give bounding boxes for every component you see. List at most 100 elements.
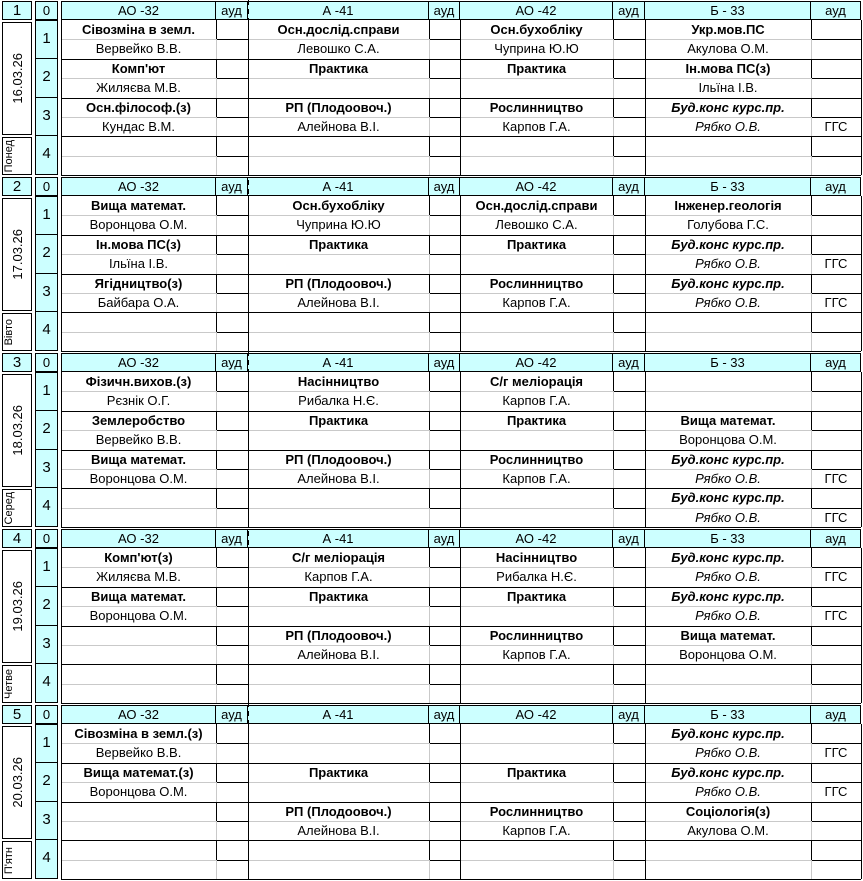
aud-cell[interactable] [430,469,459,488]
subject-cell[interactable]: Практика [506,764,567,780]
aud-header-cell[interactable]: ауд [216,705,248,724]
teacher-cell[interactable]: Рибалка Н.Є. [298,393,379,409]
group-header-cell[interactable]: А -41 [248,353,429,372]
group-header-cell[interactable]: А -41 [248,177,429,196]
teacher-cell[interactable]: Вервейко В.В. [95,432,182,448]
subject-cell[interactable]: РП (Плодоовоч.) [285,627,392,643]
teacher-cell[interactable] [250,606,427,625]
teacher-cell[interactable]: Карпов Г.А. [502,647,571,662]
subject-cell[interactable] [462,724,611,743]
teacher-cell[interactable]: Воронцова О.М. [679,432,777,448]
aud-cell[interactable] [217,430,247,449]
subject-cell[interactable]: Сівозміна в земл.(з) [74,726,203,741]
aud-header-cell[interactable]: ауд [811,529,861,548]
teacher-cell[interactable] [63,684,214,703]
teacher-cell[interactable] [462,332,611,351]
subject-cell[interactable]: Ягідництво(з) [94,275,183,291]
subject-cell[interactable] [250,136,427,155]
group-header-cell[interactable]: Б - 33 [645,529,811,548]
teacher-cell[interactable]: Рєзнік О.Г. [106,393,171,409]
teacher-cell[interactable]: Карпов Г.А. [502,295,571,310]
lesson-number-cell[interactable]: 4 [35,136,58,176]
teacher-cell[interactable]: Воронцова О.М. [89,784,188,800]
subject-cell[interactable]: Практика [308,236,369,252]
subject-cell[interactable]: Рослинництво [489,627,584,643]
subject-cell[interactable]: Осн.бухобліку [292,198,385,213]
corner-zero-cell[interactable]: 0 [35,529,58,548]
aud-cell[interactable] [614,645,644,664]
subject-cell[interactable]: Вища математ. [91,198,186,213]
aud-cell[interactable] [614,508,644,527]
teacher-cell[interactable]: Рябко О.В. [695,295,761,310]
lesson-number-cell[interactable]: 3 [35,801,58,841]
teacher-cell[interactable] [462,78,611,97]
weekday-cell[interactable]: Четве [2,665,32,704]
date-cell[interactable]: 19.03.26 [2,550,32,664]
teacher-cell[interactable]: Карпов Г.А. [502,823,571,838]
aud-cell[interactable] [217,645,247,664]
subject-cell[interactable]: Вища математ. [91,588,186,604]
subject-cell[interactable]: Буд.конс курс.пр. [671,550,785,565]
aud-cell[interactable] [217,782,247,801]
teacher-cell[interactable] [63,332,214,351]
subject-cell[interactable] [63,664,214,683]
subject-cell[interactable]: Буд.конс курс.пр. [671,275,785,291]
teacher-cell[interactable]: Алейнова В.І. [297,471,380,486]
aud-cell[interactable] [217,469,247,488]
aud-cell[interactable] [614,156,644,175]
teacher-cell[interactable] [462,156,611,175]
aud-cell[interactable] [217,293,247,312]
teacher-cell[interactable] [250,254,427,273]
subject-cell[interactable] [63,488,214,507]
lesson-number-cell[interactable]: 1 [35,196,58,235]
aud-cell[interactable]: ГГС [824,471,848,486]
teacher-cell[interactable] [63,508,214,527]
aud-cell[interactable] [614,215,644,234]
lesson-number-cell[interactable]: 3 [35,625,58,665]
subject-cell[interactable]: Практика [308,588,369,604]
teacher-cell[interactable]: Рябко О.В. [695,569,761,585]
teacher-cell[interactable] [647,332,809,351]
aud-header-cell[interactable]: ауд [613,529,645,548]
day-number-cell[interactable]: 4 [2,529,32,548]
aud-header-cell[interactable]: ауд [613,1,645,20]
aud-cell[interactable] [812,860,860,879]
aud-cell[interactable] [614,78,644,97]
aud-cell[interactable] [217,78,247,97]
subject-cell[interactable]: Рослинництво [489,99,584,115]
aud-cell[interactable] [430,391,459,410]
subject-cell[interactable]: Буд.конс курс.пр. [671,764,785,780]
subject-cell[interactable]: С/г меліорація [291,550,386,565]
aud-cell[interactable]: ГГС [824,745,848,761]
group-header-cell[interactable]: Б - 33 [645,1,811,20]
teacher-cell[interactable]: Жиляєва М.В. [96,80,181,96]
aud-cell[interactable] [217,39,247,58]
teacher-cell[interactable] [462,606,611,625]
aud-cell[interactable] [812,215,860,234]
teacher-cell[interactable] [250,684,427,703]
aud-cell[interactable] [614,430,644,449]
aud-cell[interactable] [614,567,644,586]
group-header-cell[interactable]: АО -42 [460,705,613,724]
aud-cell[interactable] [614,254,644,273]
aud-cell[interactable] [614,743,644,762]
aud-cell[interactable] [217,606,247,625]
aud-header-cell[interactable]: ауд [613,353,645,372]
teacher-cell[interactable] [63,860,214,879]
aud-cell[interactable] [812,391,860,410]
subject-cell[interactable]: Буд.конс курс.пр. [671,451,785,467]
aud-cell[interactable] [430,645,459,664]
weekday-cell[interactable]: Серед [2,489,32,528]
teacher-cell[interactable]: Воронцова О.М. [679,647,777,662]
group-header-cell[interactable]: АО -42 [460,529,613,548]
subject-cell[interactable]: Практика [506,60,567,76]
subject-cell[interactable]: Землеробство [91,412,186,428]
aud-cell[interactable] [430,606,459,625]
subject-cell[interactable] [462,136,611,155]
lesson-number-cell[interactable]: 4 [35,312,58,352]
subject-cell[interactable]: Практика [308,60,369,76]
subject-cell[interactable]: Буд.конс курс.пр. [671,236,785,252]
subject-cell[interactable]: Ін.мова ПС(з) [685,60,771,76]
subject-cell[interactable]: Сівозміна в земл. [81,22,196,37]
aud-header-cell[interactable]: ауд [811,353,861,372]
